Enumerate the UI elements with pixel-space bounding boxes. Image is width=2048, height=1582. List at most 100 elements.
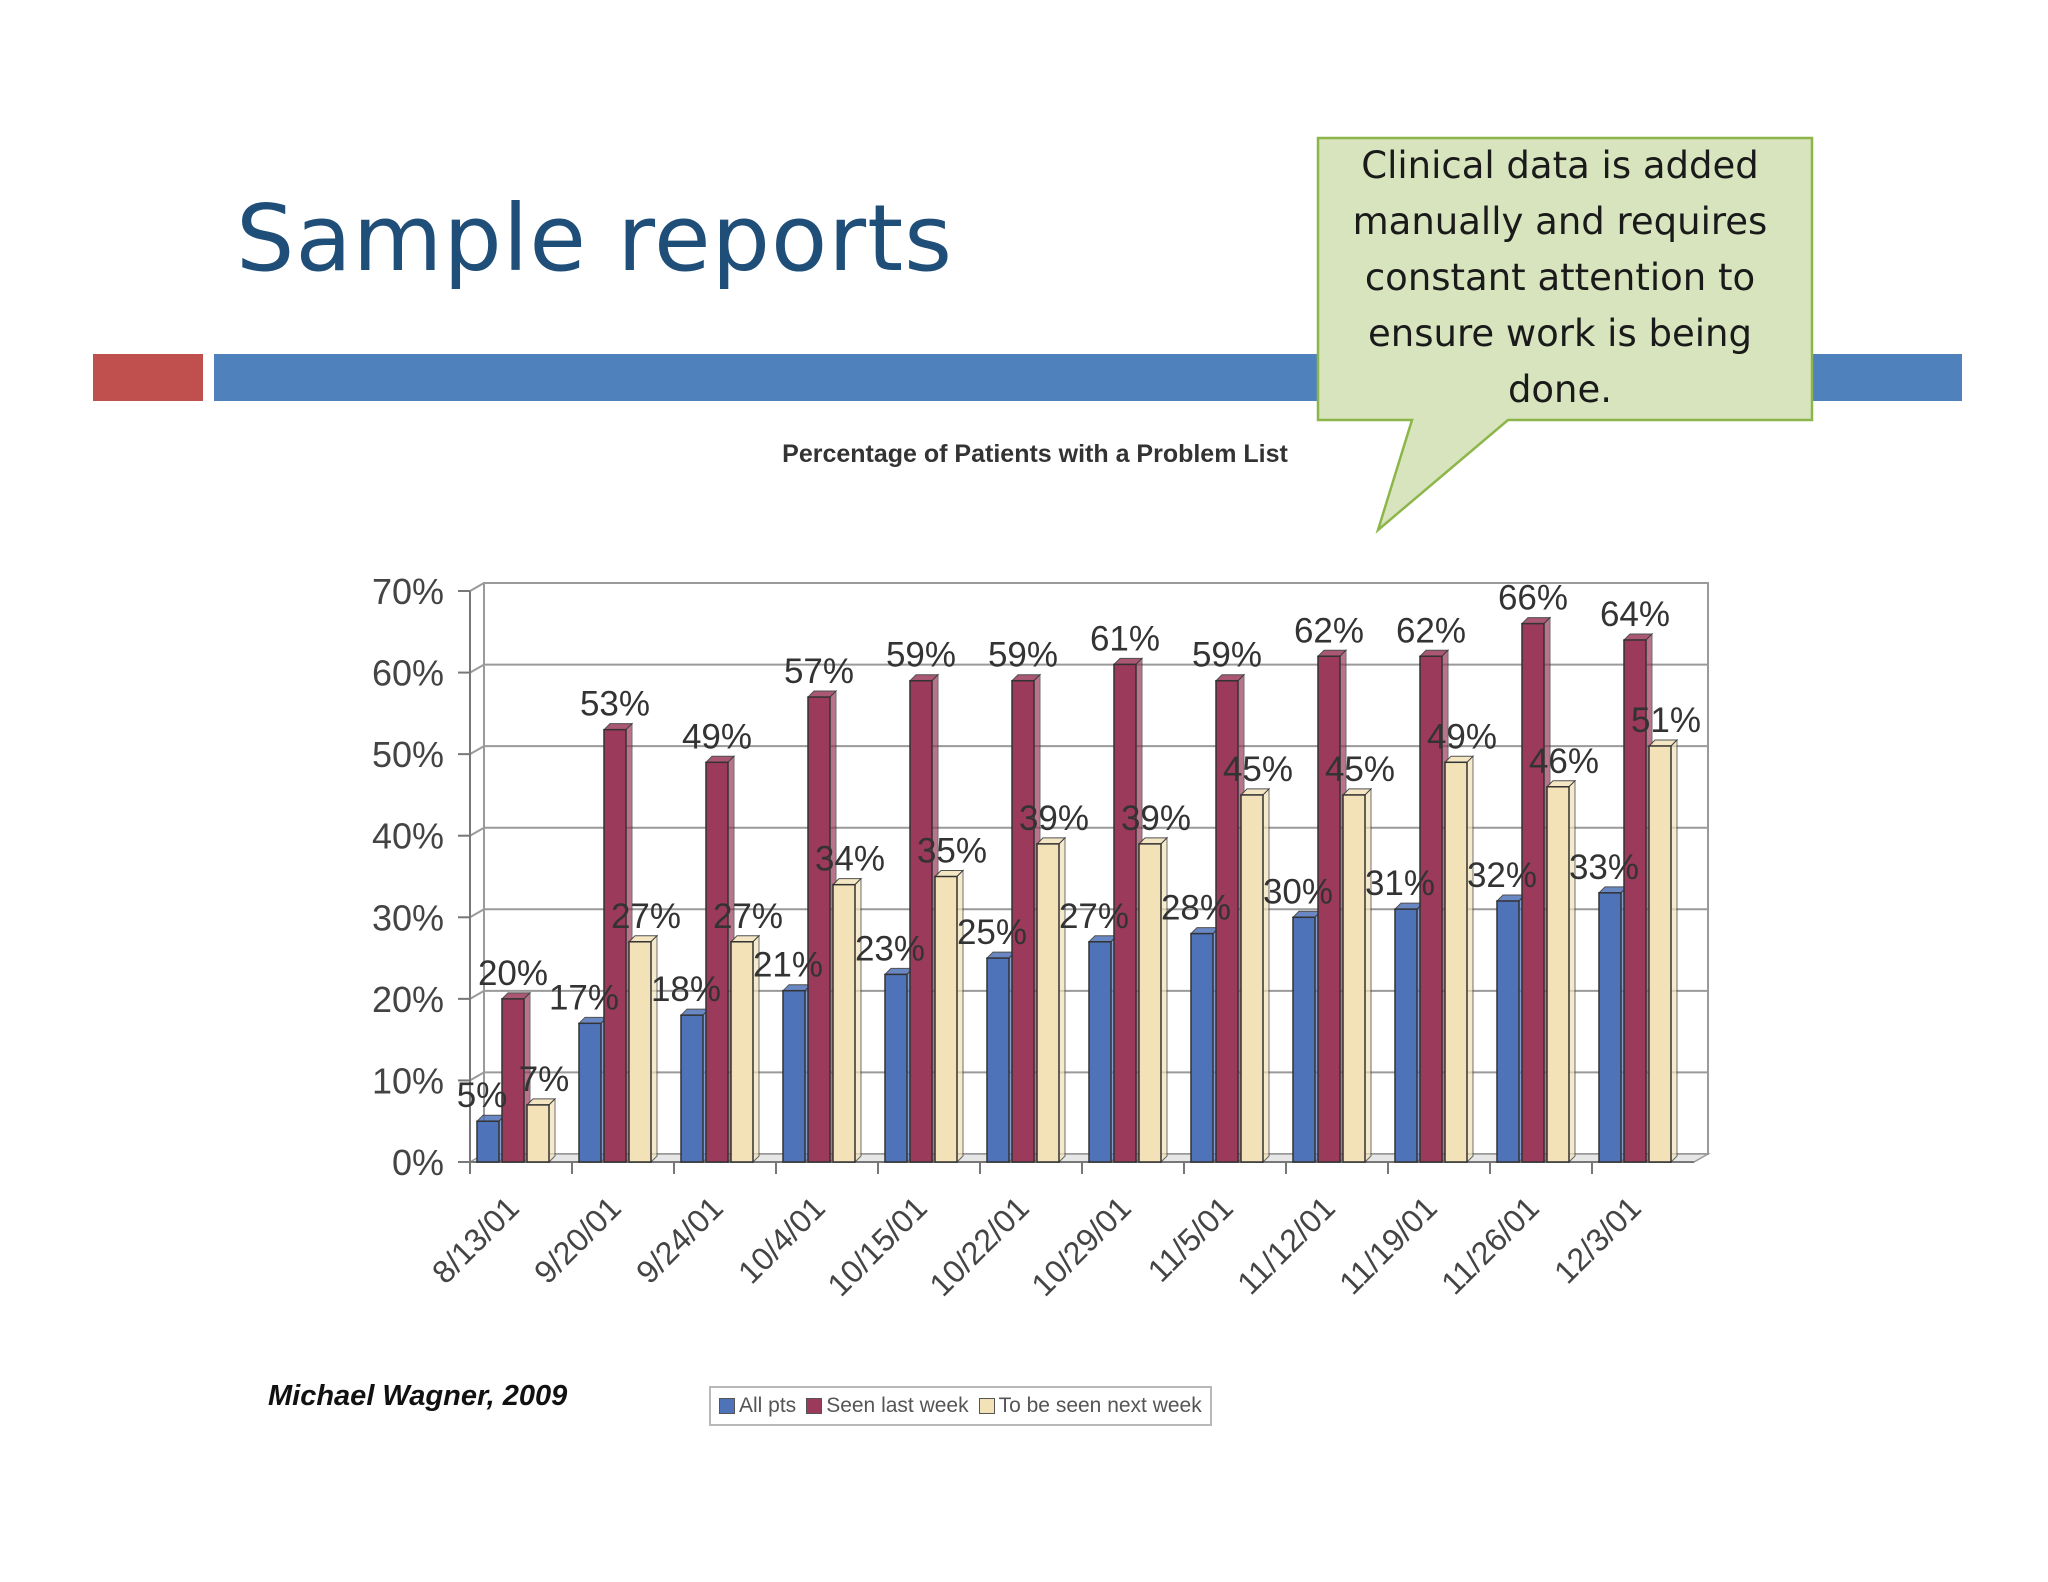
bar-all-pts-11-12-01 [1292, 916, 1316, 1163]
bar-to-be-seen-next-week-10-29-01 [1138, 843, 1162, 1163]
data-label-all-pts-12-3-01: 33% [1569, 848, 1639, 887]
data-label-to-be-seen-next-week-10-22-01: 39% [1019, 799, 1089, 838]
bar-to-be-seen-next-week-10-22-01 [1036, 843, 1060, 1163]
data-label-to-be-seen-next-week-10-4-01: 34% [815, 840, 885, 879]
bar-side-to-be-seen-next-week-10-4-01 [854, 877, 862, 1164]
bar-seen-last-week-10-29-01 [1113, 663, 1137, 1163]
data-label-to-be-seen-next-week-11-12-01: 45% [1325, 750, 1395, 789]
bar-side-to-be-seen-next-week-11-26-01 [1568, 779, 1576, 1164]
bar-all-pts-9-20-01 [578, 1022, 602, 1163]
accent-bar-red [93, 354, 203, 401]
x-category-label-9-24-01: 9/24/01 [629, 1189, 730, 1290]
x-category-label-10-4-01: 10/4/01 [731, 1189, 832, 1290]
legend-swatch-seen-last-week [806, 1398, 823, 1414]
x-category-label-11-19-01: 11/19/01 [1332, 1189, 1444, 1301]
bar-side-to-be-seen-next-week-10-29-01 [1160, 836, 1168, 1164]
bar-seen-last-week-11-26-01 [1521, 622, 1545, 1163]
y-tick-label-50: 50% [372, 734, 444, 775]
chart-legend: All pts Seen last week To be seen next w… [709, 1386, 1212, 1426]
bar-all-pts-9-24-01 [680, 1014, 704, 1163]
data-label-all-pts-9-24-01: 18% [651, 970, 721, 1009]
data-label-seen-last-week-10-4-01: 57% [784, 652, 854, 691]
bar-to-be-seen-next-week-11-19-01 [1444, 761, 1468, 1163]
data-label-to-be-seen-next-week-10-29-01: 39% [1121, 799, 1191, 838]
data-label-seen-last-week-10-22-01: 59% [988, 636, 1058, 675]
bar-seen-last-week-11-12-01 [1317, 655, 1341, 1163]
bar-all-pts-11-5-01 [1190, 932, 1214, 1163]
data-label-to-be-seen-next-week-11-5-01: 45% [1223, 750, 1293, 789]
y-tick-label-20: 20% [372, 979, 444, 1020]
bar-side-to-be-seen-next-week-10-22-01 [1058, 836, 1066, 1164]
data-label-all-pts-11-19-01: 31% [1365, 864, 1435, 903]
bar-to-be-seen-next-week-11-5-01 [1240, 794, 1264, 1163]
slide-title: Sample reports [236, 185, 954, 292]
callout-shape [1316, 136, 1814, 534]
bar-seen-last-week-8-13-01 [501, 998, 525, 1163]
data-label-all-pts-10-15-01: 23% [855, 929, 925, 968]
bar-side-to-be-seen-next-week-8-13-01 [548, 1097, 556, 1164]
data-label-all-pts-8-13-01: 5% [457, 1076, 508, 1115]
bar-to-be-seen-next-week-10-15-01 [934, 875, 958, 1163]
bar-all-pts-11-19-01 [1394, 908, 1418, 1163]
bar-to-be-seen-next-week-11-12-01 [1342, 794, 1366, 1163]
legend-item-all-pts: All pts [719, 1394, 796, 1418]
y-tick-label-40: 40% [372, 816, 444, 857]
gridline-70 [469, 582, 1708, 592]
data-label-seen-last-week-9-20-01: 53% [580, 685, 650, 724]
gridline-30 [469, 908, 1708, 919]
data-label-to-be-seen-next-week-9-24-01: 27% [713, 897, 783, 936]
y-tick-label-70: 70% [372, 571, 444, 612]
data-label-seen-last-week-8-13-01: 20% [478, 954, 548, 993]
bar-seen-last-week-10-22-01 [1011, 679, 1035, 1163]
bar-to-be-seen-next-week-8-13-01 [526, 1104, 550, 1163]
x-category-label-10-22-01: 10/22/01 [922, 1189, 1036, 1303]
data-label-seen-last-week-9-24-01: 49% [682, 717, 752, 756]
data-label-all-pts-10-22-01: 25% [957, 913, 1027, 952]
data-label-all-pts-10-4-01: 21% [753, 946, 823, 985]
legend-item-seen-last-week: Seen last week [806, 1394, 969, 1418]
bar-side-to-be-seen-next-week-11-12-01 [1364, 787, 1372, 1164]
bar-seen-last-week-12-3-01 [1623, 639, 1647, 1163]
data-label-to-be-seen-next-week-12-3-01: 51% [1631, 701, 1701, 740]
y-tick-label-0: 0% [392, 1142, 444, 1183]
legend-label-to-be-seen-next-week: To be seen next week [998, 1394, 1202, 1417]
bar-all-pts-10-29-01 [1088, 941, 1112, 1163]
x-category-label-12-3-01: 12/3/01 [1547, 1189, 1648, 1290]
credit-text: Michael Wagner, 2009 [268, 1380, 568, 1412]
data-label-to-be-seen-next-week-9-20-01: 27% [611, 897, 681, 936]
bar-seen-last-week-10-4-01 [807, 696, 831, 1163]
data-label-all-pts-11-12-01: 30% [1263, 872, 1333, 911]
data-label-all-pts-10-29-01: 27% [1059, 897, 1129, 936]
data-label-all-pts-9-20-01: 17% [549, 978, 619, 1017]
bar-to-be-seen-next-week-11-26-01 [1546, 786, 1570, 1163]
legend-swatch-to-be-seen-next-week [978, 1398, 995, 1414]
y-tick-label-30: 30% [372, 897, 444, 938]
legend-label-all-pts: All pts [739, 1394, 797, 1417]
x-category-label-11-5-01: 11/5/01 [1141, 1189, 1240, 1288]
bar-to-be-seen-next-week-9-20-01 [628, 941, 652, 1163]
legend-swatch-all-pts [719, 1398, 735, 1414]
data-label-seen-last-week-10-29-01: 61% [1090, 619, 1160, 658]
bar-to-be-seen-next-week-12-3-01 [1648, 745, 1672, 1163]
bar-all-pts-8-13-01 [476, 1120, 500, 1163]
bar-seen-last-week-11-5-01 [1215, 679, 1239, 1163]
x-category-label-11-26-01: 11/26/01 [1434, 1189, 1546, 1301]
gridline-50 [469, 745, 1708, 756]
data-label-to-be-seen-next-week-11-26-01: 46% [1529, 742, 1599, 781]
callout-bubble [1316, 136, 1814, 534]
bar-all-pts-12-3-01 [1598, 892, 1622, 1163]
x-category-label-10-29-01: 10/29/01 [1024, 1189, 1138, 1303]
bar-all-pts-11-26-01 [1496, 900, 1520, 1163]
data-label-to-be-seen-next-week-11-19-01: 49% [1427, 717, 1497, 756]
x-category-label-10-15-01: 10/15/01 [820, 1189, 934, 1303]
data-label-all-pts-11-26-01: 32% [1467, 856, 1537, 895]
x-category-label-8-13-01: 8/13/01 [425, 1189, 526, 1290]
callout-text: Clinical data is added manually and requ… [1352, 144, 1768, 411]
data-label-seen-last-week-12-3-01: 64% [1600, 595, 1670, 634]
bar-side-to-be-seen-next-week-12-3-01 [1670, 738, 1678, 1164]
data-label-all-pts-11-5-01: 28% [1161, 889, 1231, 928]
data-label-to-be-seen-next-week-8-13-01: 7% [519, 1060, 570, 1099]
data-label-seen-last-week-11-26-01: 66% [1498, 579, 1568, 618]
y-tick-label-60: 60% [372, 653, 444, 694]
